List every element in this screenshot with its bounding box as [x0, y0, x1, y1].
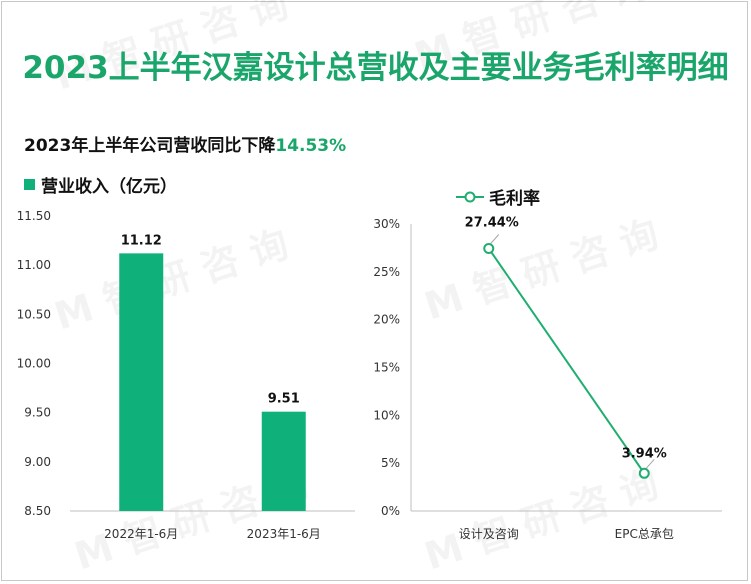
series-line [487, 247, 646, 474]
data-label-leader [490, 234, 500, 244]
x-tick-label: 2023年1-6月 [247, 527, 321, 541]
x-tick-label: 设计及咨询 [459, 526, 519, 541]
bar-value-label: 11.12 [121, 233, 162, 248]
subtitle-text: 2023年上半年公司营收同比下降 [24, 136, 276, 156]
data-label-leader [645, 458, 655, 469]
point-value-label: 3.94% [622, 446, 667, 461]
bar [261, 411, 306, 511]
line-legend-label: 毛利率 [489, 189, 540, 209]
y-tick-label: 9.50 [24, 406, 51, 420]
bar-legend: 营业收入（亿元） [24, 172, 177, 197]
y-tick-label: 10% [373, 408, 400, 422]
y-tick-label: 10.00 [17, 357, 51, 371]
y-tick-label: 30% [373, 217, 400, 231]
y-tick-label: 10.50 [17, 307, 51, 321]
y-tick-label: 20% [373, 313, 400, 327]
point-value-label: 27.44% [465, 215, 519, 230]
subtitle: 2023年上半年公司营收同比下降14.53% [24, 131, 346, 156]
y-tick-label: 15% [373, 361, 400, 375]
subtitle-highlight: 14.53% [275, 136, 347, 156]
page-title: 2023上半年汉嘉设计总营收及主要业务毛利率明细 [22, 50, 729, 86]
y-tick-label: 11.50 [17, 209, 51, 223]
y-tick-label: 8.50 [24, 504, 51, 518]
bar-legend-swatch [24, 179, 35, 190]
y-tick-label: 25% [373, 265, 400, 279]
bar [119, 253, 164, 511]
x-tick-label: EPC总承包 [615, 527, 674, 541]
data-point [638, 467, 650, 479]
bar-value-label: 9.51 [268, 392, 300, 407]
y-tick-label: 0% [381, 504, 400, 518]
y-tick-label: 11.00 [17, 258, 51, 272]
y-tick-label: 5% [381, 456, 400, 470]
data-point [483, 242, 495, 254]
line-legend: 毛利率 [455, 184, 540, 209]
x-tick-label: 2022年1-6月 [104, 527, 178, 541]
bar-legend-label: 营业收入（亿元） [41, 177, 177, 197]
line-legend-marker [456, 191, 484, 202]
y-tick-label: 9.00 [24, 455, 51, 469]
